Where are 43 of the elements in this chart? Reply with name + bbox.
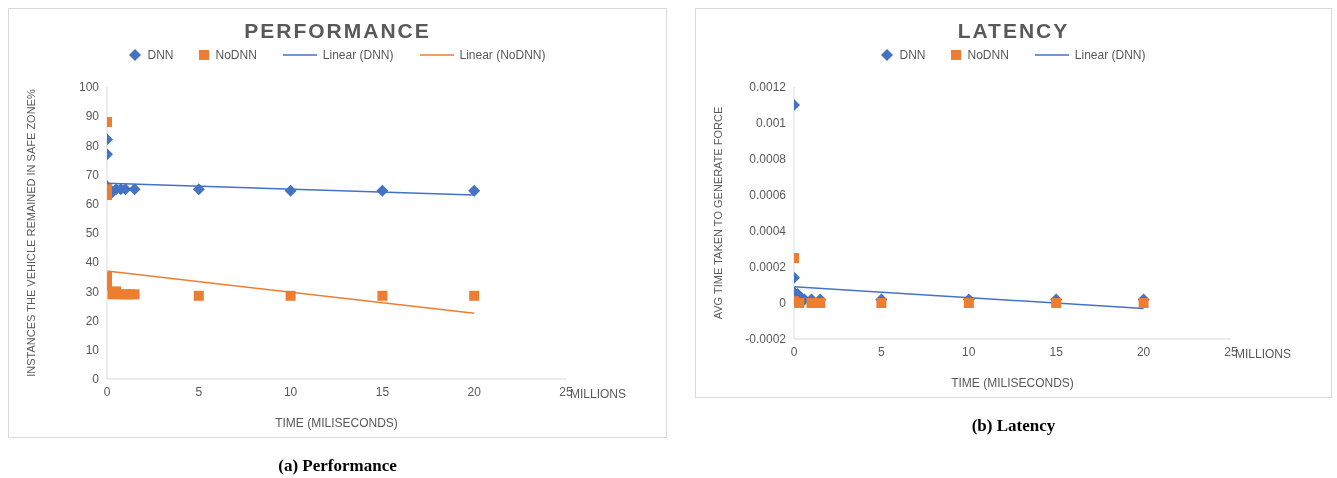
legend-label: DNN — [898, 48, 926, 62]
x-tick-label: 5 — [878, 344, 886, 359]
chart-title: LATENCY — [956, 19, 1071, 43]
y-axis-title: INSTANCES THE VEHICLE REMAINED IN SAFE ZONE% — [24, 89, 37, 377]
legend-label: Linear (NoDNN) — [458, 48, 546, 62]
y-tick-label: 20 — [85, 313, 100, 328]
y-tick-label: 0.0004 — [749, 224, 787, 239]
y-axis-title: AVG TIME TAKEN TO GENERATE FORCE — [711, 106, 724, 320]
y-tick-label: 0.0008 — [749, 152, 787, 167]
x-tick-label: 20 — [467, 384, 482, 399]
y-tick-label: 30 — [85, 284, 100, 299]
x-tick-label: 5 — [195, 384, 203, 399]
x-axis-title: TIME (MILISECONDS) — [275, 416, 398, 430]
legend-label: NoDNN — [214, 48, 257, 62]
legend-label: NoDNN — [966, 48, 1009, 62]
y-tick-label: 0.001 — [755, 116, 787, 131]
y-tick-label: -0.0002 — [745, 332, 787, 347]
x-tick-label: 15 — [375, 384, 390, 399]
x-axis-title: TIME (MILISECONDS) — [951, 376, 1074, 390]
x-tick-label: 0 — [790, 344, 798, 359]
x-tick-label: 0 — [103, 384, 111, 399]
y-tick-label: 0 — [92, 372, 100, 387]
y-tick-label: 0.0006 — [749, 188, 787, 203]
x-tick-label: 15 — [1049, 344, 1064, 359]
y-tick-label: 60 — [85, 197, 100, 212]
legend-label: Linear (DNN) — [321, 48, 394, 62]
y-tick-label: 0.0002 — [749, 260, 787, 275]
y-tick-label: 0 — [779, 296, 787, 311]
text: (b) Latency — [970, 416, 1057, 436]
x-tick-label: 10 — [962, 344, 976, 359]
text: (a) Performance — [277, 456, 398, 476]
y-tick-label: 100 — [78, 80, 100, 95]
y-tick-label: 0.0012 — [749, 80, 787, 95]
legend-label: DNN — [146, 48, 174, 62]
y-tick-label: 80 — [85, 138, 100, 153]
y-tick-label: 50 — [85, 226, 100, 241]
legend-label: Linear (DNN) — [1073, 48, 1146, 62]
y-tick-label: 70 — [85, 167, 100, 182]
y-tick-label: 40 — [85, 255, 100, 270]
x-tick-label: 20 — [1136, 344, 1151, 359]
chart-title: PERFORMANCE — [243, 19, 432, 43]
x-tick-label: 10 — [283, 384, 298, 399]
y-tick-label: 90 — [85, 109, 100, 124]
